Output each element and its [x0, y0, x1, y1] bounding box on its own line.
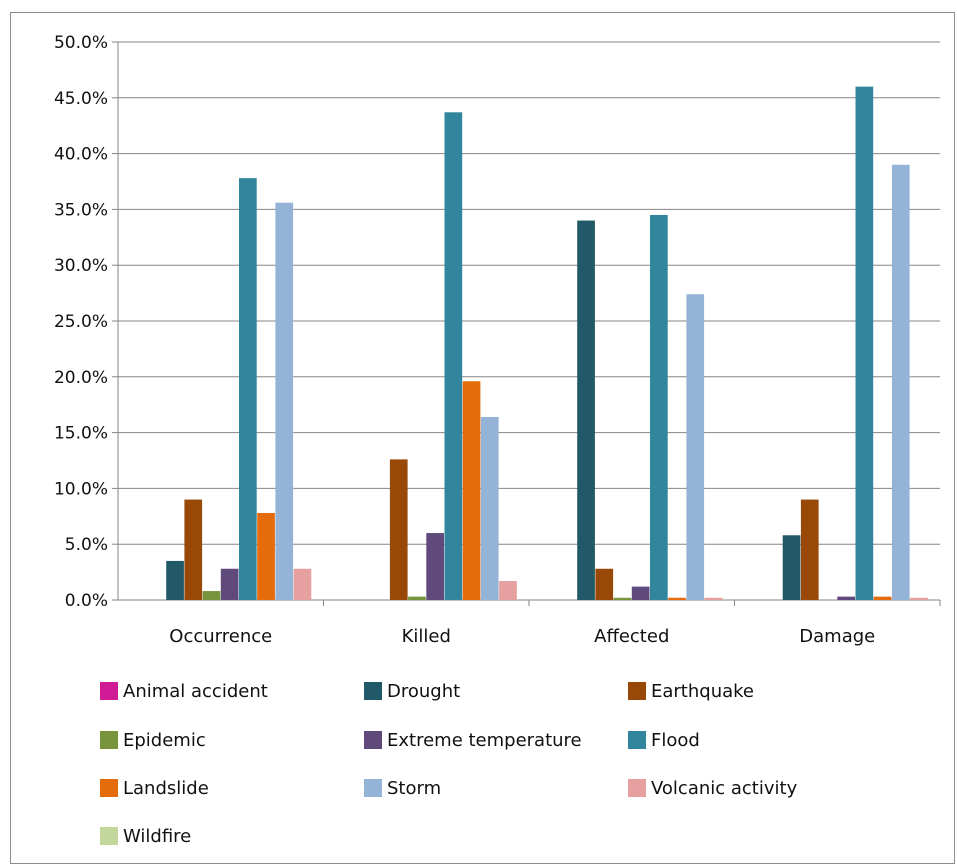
- legend-label: Flood: [651, 730, 700, 751]
- y-tick-label: 35.0%: [54, 200, 108, 220]
- bar-landslide: [257, 512, 275, 600]
- legend-swatch: [628, 779, 646, 797]
- legend-swatch: [100, 682, 118, 700]
- bar-storm: [891, 164, 910, 600]
- bar-earthquake: [389, 459, 408, 600]
- bar-epidemic: [202, 591, 221, 600]
- bar-earthquake: [184, 499, 203, 600]
- bar-extreme-temperature: [837, 596, 855, 600]
- y-tick-label: 15.0%: [54, 424, 108, 444]
- bar-drought: [166, 560, 184, 600]
- x-category-label: Damage: [799, 626, 875, 647]
- bar-earthquake: [595, 568, 614, 600]
- bar-storm: [480, 416, 499, 600]
- bar-volcanic-activity: [499, 581, 517, 600]
- y-tick-label: 5.0%: [65, 535, 108, 555]
- y-tick-label: 10.0%: [54, 479, 108, 499]
- bar-volcanic-activity: [704, 597, 723, 600]
- y-tick-label: 30.0%: [54, 256, 108, 276]
- legend-swatch: [364, 731, 382, 749]
- y-tick-label: 0.0%: [65, 591, 108, 611]
- bar-flood: [855, 86, 874, 600]
- bar-landslide: [873, 596, 892, 600]
- legend-swatch: [364, 779, 382, 797]
- bar-volcanic-activity: [293, 568, 312, 600]
- legend-label: Drought: [387, 681, 460, 702]
- y-tick-label: 25.0%: [54, 312, 108, 332]
- bar-extreme-temperature: [220, 568, 239, 600]
- bar-storm: [275, 202, 294, 601]
- bar-epidemic: [408, 596, 426, 600]
- x-category-label: Occurrence: [169, 626, 272, 647]
- legend-label: Volcanic activity: [651, 778, 798, 799]
- bar-flood: [444, 112, 463, 601]
- bar-extreme-temperature: [631, 586, 650, 600]
- legend-label: Epidemic: [123, 730, 206, 751]
- legend-label: Wildfire: [123, 826, 191, 847]
- legend-swatch: [364, 682, 382, 700]
- bar-storm: [686, 294, 705, 600]
- y-tick-label: 40.0%: [54, 145, 108, 165]
- bar-epidemic: [613, 597, 632, 600]
- legend-swatch: [100, 827, 118, 845]
- bar-landslide: [668, 597, 686, 600]
- y-tick-label: 50.0%: [54, 33, 108, 53]
- bar-volcanic-activity: [910, 597, 928, 600]
- legend-label: Storm: [387, 778, 441, 799]
- legend-swatch: [100, 779, 118, 797]
- y-tick-label: 45.0%: [54, 89, 108, 109]
- bar-earthquake: [800, 499, 819, 600]
- x-category-label: Killed: [402, 626, 451, 647]
- legend-label: Extreme temperature: [387, 730, 582, 751]
- bar-drought: [577, 220, 595, 600]
- legend-label: Landslide: [123, 778, 209, 799]
- legend-label: Earthquake: [651, 681, 754, 702]
- x-category-label: Affected: [594, 626, 669, 647]
- legend-swatch: [100, 731, 118, 749]
- legend-swatch: [628, 731, 646, 749]
- y-tick-label: 20.0%: [54, 368, 108, 388]
- bar-flood: [650, 214, 668, 601]
- bar-extreme-temperature: [426, 533, 444, 600]
- bar-drought: [782, 535, 801, 600]
- legend-label: Animal accident: [123, 681, 268, 702]
- bar-landslide: [462, 381, 481, 600]
- bar-flood: [239, 178, 257, 601]
- legend-swatch: [628, 682, 646, 700]
